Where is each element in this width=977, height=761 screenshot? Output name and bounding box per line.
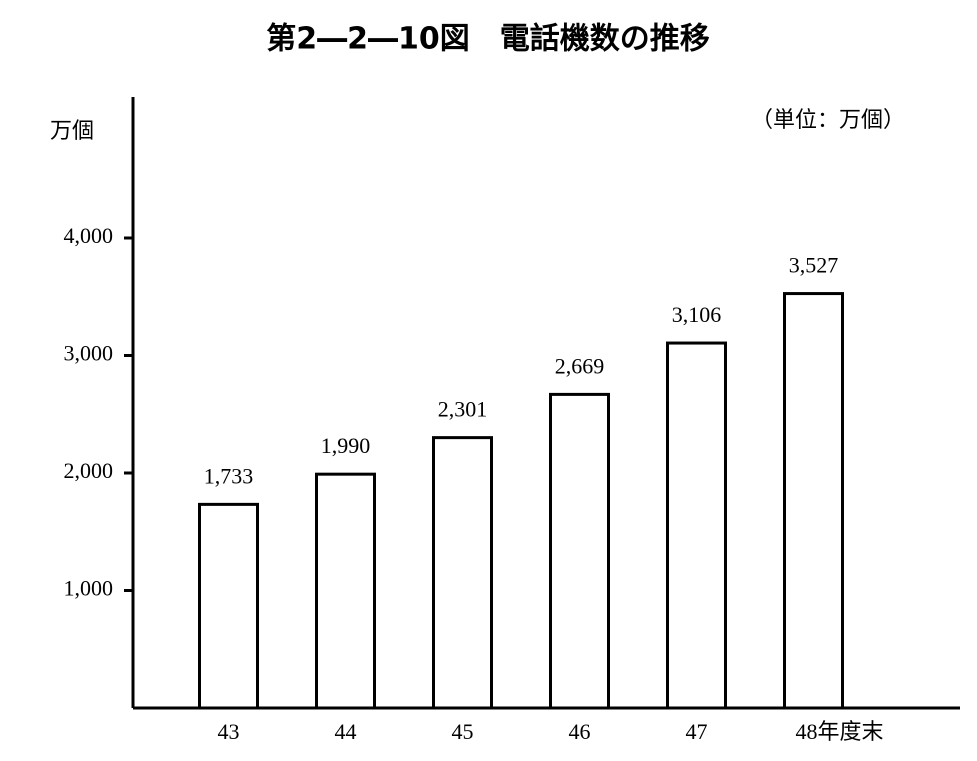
x-tick-label: 45 bbox=[452, 719, 474, 744]
y-tick-label: 1,000 bbox=[64, 576, 114, 601]
x-tick-label: 44 bbox=[335, 719, 357, 744]
bar bbox=[198, 502, 259, 710]
bar bbox=[783, 292, 844, 710]
chart-title: 第2―2―10図 電話機数の推移 bbox=[266, 22, 710, 57]
bar bbox=[549, 392, 610, 710]
x-tick-label: 47 bbox=[686, 719, 708, 744]
unit-note: （単位：万個） bbox=[751, 107, 905, 132]
bar bbox=[432, 436, 493, 710]
x-tick-label: 48年度末 bbox=[796, 719, 884, 744]
value-label: 2,301 bbox=[438, 397, 488, 422]
y-tick-label: 4,000 bbox=[64, 223, 114, 248]
bar bbox=[666, 341, 727, 710]
value-label: 2,669 bbox=[555, 353, 605, 378]
x-tick-label: 43 bbox=[218, 719, 240, 744]
y-tick-label: 3,000 bbox=[64, 341, 114, 366]
x-tick-label: 46 bbox=[569, 719, 591, 744]
y-axis-label: 万個 bbox=[50, 118, 94, 143]
bar bbox=[315, 472, 376, 710]
value-label: 1,990 bbox=[321, 433, 371, 458]
value-label: 3,106 bbox=[672, 302, 722, 327]
value-label: 1,733 bbox=[204, 463, 254, 488]
value-label: 3,527 bbox=[789, 253, 839, 278]
y-tick-label: 2,000 bbox=[64, 458, 114, 483]
